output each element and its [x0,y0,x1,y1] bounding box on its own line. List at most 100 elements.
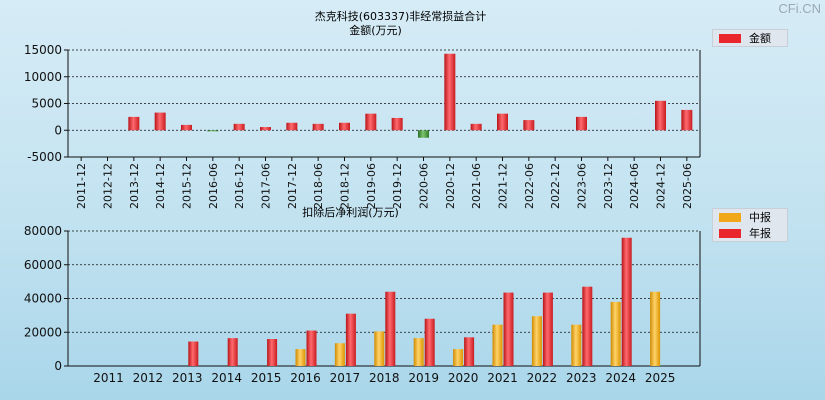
chart1-x-tick-label: 2023-06 [576,163,589,209]
chart2-x-tick-label: 2011 [93,371,124,385]
chart2-x-tick-label: 2024 [605,371,636,385]
chart2-bar-annual [267,339,278,366]
chart1-bar [207,130,219,132]
chart2-bar-annual [227,338,238,366]
chart1-bar [260,127,271,131]
chart1-x-tick-label: 2024-12 [655,163,668,209]
chart1-bar [391,117,403,131]
chart1-subtitle: 金额(万元) [349,24,402,37]
legend-item-interim: 中报 [713,209,787,225]
chart2-bar-interim [374,331,385,366]
chart1-bar [154,112,166,131]
chart1-y-tick-label: 0 [54,123,62,137]
chart1-legend: 金额 [712,29,788,47]
chart1-x-tick-label: 2022-06 [523,163,536,209]
chart1-bar [128,116,140,131]
chart2-x-tick-label: 2016 [290,371,321,385]
chart1-y-tick-label: -5000 [27,150,62,164]
chart1-title: 杰克科技(603337)非经常损益合计 [314,10,487,23]
chart2-bar-interim [492,324,503,366]
chart2-bar-annual [188,341,199,366]
chart1-bar [286,122,298,131]
chart1-x-tick-label: 2025-06 [681,163,694,209]
chart1-x-tick-label: 2017-12 [286,163,299,209]
chart1-bar [470,123,482,131]
chart1-y-tick-label: 5000 [31,97,62,111]
chart2-bar-interim [413,338,424,366]
chart2-bar-annual [621,237,632,366]
chart1-x-tick-label: 2019-06 [365,163,378,209]
chart2-title: 扣除后净利润(万元) [302,206,399,219]
chart2-bar-interim [453,349,464,366]
chart2-bar-interim [650,291,661,366]
chart1-x-tick-label: 2016-06 [207,163,220,209]
chart2-x-tick-label: 2019 [408,371,439,385]
chart2-bar-annual [424,318,435,366]
chart2-x-tick-label: 2013 [172,371,203,385]
chart2-bar-annual [306,330,317,366]
chart2-x-tick-label: 2022 [527,371,558,385]
chart2-x-tick-label: 2020 [448,371,479,385]
chart2-legend: 中报 年报 [712,208,788,242]
legend-item-amount: 金额 [713,30,787,46]
chart1-bar [233,123,245,131]
legend-label-amount: 金额 [749,32,771,45]
chart1-bar [365,113,377,131]
legend-swatch-annual [719,228,741,238]
chart1-y-tick-label: 15000 [24,43,62,57]
chart1-x-tick-label: 2013-12 [128,163,141,209]
chart1-bar [576,116,587,131]
chart2-bar-annual [503,292,514,366]
chart1-bar [181,124,192,131]
chart2-x-tick-label: 2018 [369,371,400,385]
chart1-x-tick-label: 2023-12 [602,163,615,209]
chart2-x-tick-label: 2023 [566,371,597,385]
chart2-x-tick-label: 2025 [645,371,676,385]
legend-item-annual: 年报 [713,225,787,241]
chart2-bar-interim [531,316,542,366]
chart1-x-tick-label: 2017-06 [260,163,273,209]
legend-label-annual: 年报 [749,227,771,240]
legend-label-interim: 中报 [749,211,771,224]
chart2-bar-interim [571,324,582,366]
chart2-y-tick-label: 0 [54,359,62,373]
chart1-x-tick-label: 2018-06 [312,163,325,209]
chart1-bar [681,109,693,131]
chart1-bar [418,130,429,138]
chart1-bar [444,53,456,131]
chart1-x-tick-label: 2020-12 [444,163,457,209]
chart2-y-tick-label: 20000 [24,325,62,339]
chart2-bar-interim [610,301,621,366]
chart1-x-tick-label: 2012-12 [102,163,115,209]
chart2-y-tick-label: 40000 [24,292,62,306]
chart2-bar-annual [542,292,553,366]
chart2-bar-annual [385,291,396,366]
chart1-bar [497,113,508,131]
chart1-bar [339,122,350,131]
chart2-x-tick-label: 2014 [211,371,242,385]
chart2-y-tick-label: 60000 [24,258,62,272]
chart1-x-tick-label: 2014-12 [154,163,167,209]
legend-swatch-interim [719,212,741,222]
chart1-x-tick-label: 2018-12 [339,163,352,209]
chart1-x-tick-label: 2019-12 [391,163,404,209]
chart1-x-tick-label: 2021-12 [497,163,510,209]
chart1-y-tick-label: 10000 [24,70,62,84]
chart1-x-tick-label: 2022-12 [549,163,562,209]
chart2-x-tick-label: 2017 [330,371,361,385]
chart1-bar [523,120,535,131]
legend-swatch-amount [719,33,741,43]
chart1-x-tick-label: 2021-06 [470,163,483,209]
chart1-x-tick-label: 2024-06 [628,163,641,209]
chart2-y-tick-label: 80000 [24,224,62,238]
chart2-x-tick-label: 2015 [251,371,282,385]
chart2-x-tick-label: 2012 [133,371,164,385]
chart1-x-tick-label: 2020-06 [418,163,431,209]
chart2-bar-interim [334,343,345,366]
chart2-x-tick-label: 2021 [487,371,518,385]
chart1-x-tick-label: 2015-12 [181,163,194,209]
chart1-bar [655,100,666,131]
chart1-x-tick-label: 2016-12 [233,163,246,209]
